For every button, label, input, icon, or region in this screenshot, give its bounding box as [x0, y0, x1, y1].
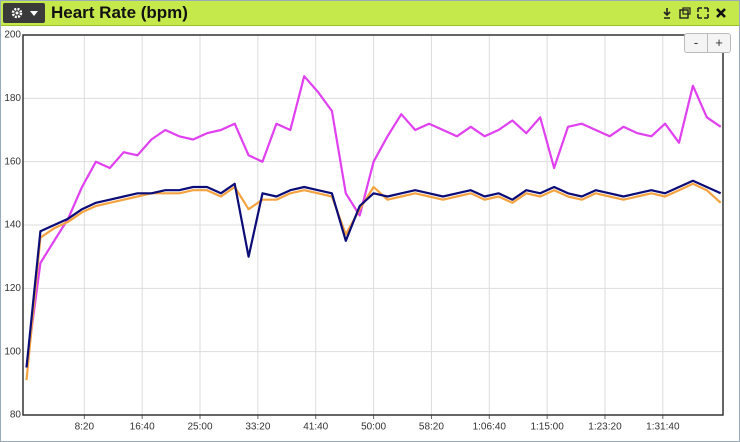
x-tick-label: 1:15:00 — [530, 422, 564, 433]
y-tick-label: 80 — [10, 410, 22, 421]
series-line — [25, 182, 722, 381]
settings-button[interactable] — [3, 3, 45, 23]
x-tick-label: 1:31:40 — [646, 422, 680, 433]
popout-icon[interactable] — [679, 7, 691, 19]
x-tick-label: 8:20 — [75, 422, 95, 433]
download-icon[interactable] — [663, 8, 671, 19]
x-tick-label: 58:20 — [419, 422, 444, 433]
window-controls — [663, 7, 726, 19]
x-tick-label: 16:40 — [130, 422, 155, 433]
x-tick-label: 33:20 — [245, 422, 270, 433]
y-tick-label: 160 — [4, 156, 21, 167]
y-tick-label: 140 — [4, 220, 21, 231]
y-tick-label: 120 — [4, 283, 21, 294]
y-tick-label: 100 — [4, 346, 21, 357]
y-tick-label: 180 — [4, 93, 21, 104]
x-tick-label: 50:00 — [361, 422, 386, 433]
zoom-in-button[interactable]: + — [715, 35, 723, 50]
x-tick-label: 1:23:20 — [588, 422, 622, 433]
panel-title: Heart Rate (bpm) — [51, 3, 188, 22]
panel-header: Heart Rate (bpm) — [1, 1, 739, 26]
x-tick-label: 41:40 — [303, 422, 328, 433]
zoom-controls: - + — [684, 33, 731, 53]
close-icon[interactable] — [716, 8, 726, 18]
x-tick-label: 25:00 — [188, 422, 213, 433]
maximize-icon[interactable] — [697, 7, 709, 19]
y-tick-label: 200 — [4, 30, 21, 41]
x-tick-label: 1:06:40 — [473, 422, 507, 433]
zoom-out-button[interactable]: - — [685, 34, 708, 52]
plot-border — [22, 34, 724, 416]
series-line — [25, 179, 722, 368]
series-line — [25, 75, 722, 368]
